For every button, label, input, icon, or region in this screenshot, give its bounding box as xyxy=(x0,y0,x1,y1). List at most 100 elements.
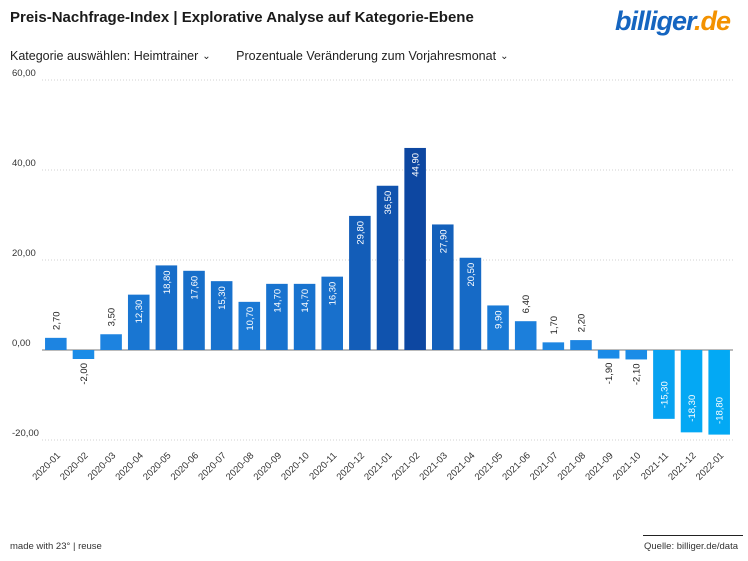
x-tick-label: 2020-02 xyxy=(58,450,90,482)
bar-2021-01[interactable] xyxy=(376,185,399,350)
bar-2020-03[interactable] xyxy=(100,334,122,350)
bar-value-label: 2,20 xyxy=(576,314,587,333)
billiger-logo[interactable]: billiger.de xyxy=(614,6,731,37)
y-tick-label: 20,00 xyxy=(12,248,36,259)
x-tick-label: 2022-01 xyxy=(694,450,726,482)
category-dropdown-label: Kategorie auswählen: Heimtrainer xyxy=(10,49,199,63)
bar-2021-02[interactable] xyxy=(404,147,426,350)
bar-value-label: -15,30 xyxy=(659,381,670,408)
bar-2020-05[interactable] xyxy=(155,265,178,350)
bar-2021-12[interactable] xyxy=(680,350,703,433)
bar-value-label: -18,30 xyxy=(687,395,698,422)
bar-value-label: 9,90 xyxy=(494,310,505,329)
y-tick-label: 40,00 xyxy=(12,158,36,169)
x-tick-label: 2020-11 xyxy=(307,450,339,482)
bar-2021-07[interactable] xyxy=(542,342,565,350)
bar-value-label: 44,90 xyxy=(411,153,422,177)
x-tick-label: 2021-03 xyxy=(417,450,449,482)
made-with-text: made with 23° xyxy=(10,541,71,552)
bar-2021-04[interactable] xyxy=(459,257,482,350)
bar-2020-12[interactable] xyxy=(349,215,371,350)
footer-separator: | xyxy=(70,541,79,552)
metric-dropdown[interactable]: Prozentuale Veränderung zum Vorjahresmon… xyxy=(236,49,508,63)
reuse-link[interactable]: reuse xyxy=(78,541,102,552)
bar-2021-03[interactable] xyxy=(432,224,454,350)
bar-2020-09[interactable] xyxy=(266,283,288,350)
metric-dropdown-label: Prozentuale Veränderung zum Vorjahresmon… xyxy=(236,49,497,63)
bar-value-label: 27,90 xyxy=(438,229,449,253)
source-text: Quelle: billiger.de/data xyxy=(643,541,738,552)
x-tick-label: 2021-05 xyxy=(473,450,505,482)
y-axis-ticks: 60,00 40,00 20,00 0,00 -20,00 xyxy=(12,68,39,439)
y-tick-label: 0,00 xyxy=(12,338,31,349)
bar-value-label: -2,00 xyxy=(79,363,90,385)
bar-value-label: 15,30 xyxy=(217,286,228,310)
bar-2020-06[interactable] xyxy=(183,270,205,350)
x-tick-label: 2021-02 xyxy=(390,450,422,482)
x-tick-label: 2021-07 xyxy=(528,450,560,482)
bar-value-label: 10,70 xyxy=(245,307,256,331)
bar-value-label: 14,70 xyxy=(272,289,283,313)
logo-text: billiger xyxy=(614,6,695,36)
x-axis-ticks: 2020-012020-022020-032020-042020-052020-… xyxy=(31,450,727,482)
x-tick-label: 2020-09 xyxy=(252,450,284,482)
bar-value-label: 36,50 xyxy=(383,191,394,215)
x-tick-label: 2021-04 xyxy=(445,450,477,482)
bar-2020-10[interactable] xyxy=(293,283,316,350)
x-tick-label: 2021-08 xyxy=(556,450,588,482)
bar-value-label: 6,40 xyxy=(521,295,532,314)
x-tick-label: 2020-06 xyxy=(169,450,201,482)
logo-domain: .de xyxy=(693,6,731,36)
bar-2022-01[interactable] xyxy=(708,350,730,435)
chart-controls: Kategorie auswählen: Heimtrainer ⌄ Prozen… xyxy=(10,49,530,63)
x-tick-label: 2020-07 xyxy=(196,450,228,482)
bars xyxy=(45,147,730,435)
bar-value-label: 29,80 xyxy=(355,221,366,245)
bar-value-label: 16,30 xyxy=(328,282,339,306)
bar-value-label: -18,80 xyxy=(715,397,726,424)
page-title: Preis-Nachfrage-Index | Explorative Anal… xyxy=(10,9,474,26)
x-tick-label: 2020-10 xyxy=(279,450,311,482)
bar-2021-11[interactable] xyxy=(653,350,675,419)
bar-value-labels: 2,70 -2,00 3,50 12,30 18,80 17,60 15,30 10,70 14… xyxy=(51,153,725,424)
bar-value-label: 12,30 xyxy=(134,300,145,324)
made-with-credit: made with 23° | reuse xyxy=(10,541,102,552)
bar-value-label: 17,60 xyxy=(190,276,201,300)
bar-value-label: 20,50 xyxy=(466,263,477,287)
x-tick-label: 2021-09 xyxy=(583,450,615,482)
x-tick-label: 2021-11 xyxy=(639,450,671,482)
bar-value-label: 14,70 xyxy=(300,289,311,313)
x-tick-label: 2021-10 xyxy=(611,450,643,482)
x-tick-label: 2021-06 xyxy=(500,450,532,482)
category-dropdown[interactable]: Kategorie auswählen: Heimtrainer ⌄ xyxy=(10,49,211,63)
y-tick-label: 60,00 xyxy=(12,68,36,79)
chevron-down-icon: ⌄ xyxy=(202,51,211,62)
x-tick-label: 2021-01 xyxy=(362,450,394,482)
bar-value-label: 18,80 xyxy=(162,270,173,294)
bar-value-label: 3,50 xyxy=(107,308,118,327)
x-tick-label: 2020-03 xyxy=(86,450,118,482)
chevron-down-icon: ⌄ xyxy=(500,51,509,62)
bar-2021-06[interactable] xyxy=(514,321,537,350)
bar-2020-04[interactable] xyxy=(127,294,150,350)
bar-2021-08[interactable] xyxy=(570,340,592,350)
bar-2020-02[interactable] xyxy=(72,350,95,359)
bar-value-label: 2,70 xyxy=(51,311,62,330)
bar-value-label: -2,10 xyxy=(632,363,643,385)
bar-2020-08[interactable] xyxy=(238,301,261,350)
x-tick-label: 2020-08 xyxy=(224,450,256,482)
bar-2020-07[interactable] xyxy=(210,281,233,350)
x-tick-label: 2020-01 xyxy=(31,450,63,482)
bar-2020-11[interactable] xyxy=(321,276,343,350)
source-divider xyxy=(643,535,743,536)
bar-2020-01[interactable] xyxy=(45,337,67,350)
bar-2021-05[interactable] xyxy=(487,305,509,350)
bar-2021-10[interactable] xyxy=(625,350,648,360)
bar-2021-09[interactable] xyxy=(597,350,620,359)
bar-value-label: -1,90 xyxy=(604,363,615,385)
y-tick-label: -20,00 xyxy=(12,428,39,439)
x-tick-label: 2021-12 xyxy=(666,450,698,482)
x-tick-label: 2020-04 xyxy=(113,450,145,482)
bar-value-label: 1,70 xyxy=(549,316,560,335)
